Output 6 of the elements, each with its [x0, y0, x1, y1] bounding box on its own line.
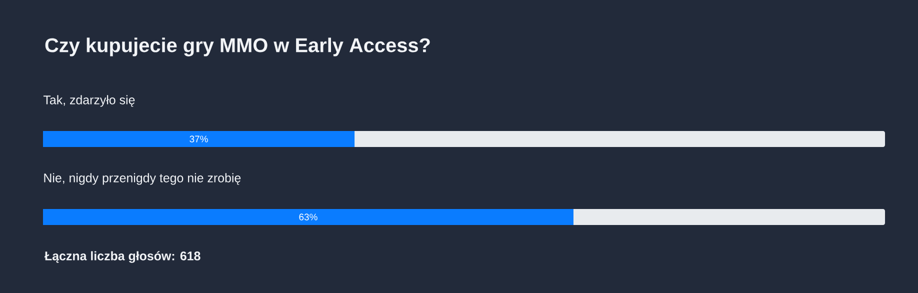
chart-title: Czy kupujecie gry MMO w Early Access?: [45, 38, 430, 56]
data-label: 63%: [299, 214, 318, 220]
y-tick-label: Tak, zdarzyło się: [43, 95, 135, 107]
y-tick-label: Nie, nigdy przenigdy tego nie zrobię: [44, 173, 241, 185]
text: Łączna liczba głosów: 618: [44, 251, 200, 263]
data-label: 37%: [190, 136, 208, 142]
